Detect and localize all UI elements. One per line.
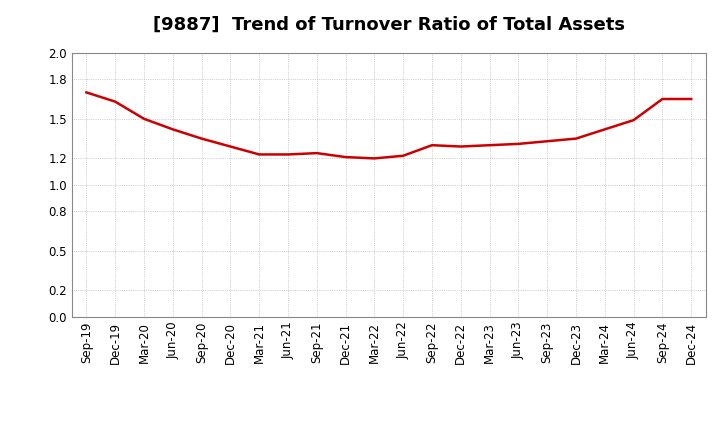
Text: [9887]  Trend of Turnover Ratio of Total Assets: [9887] Trend of Turnover Ratio of Total …: [153, 15, 625, 33]
